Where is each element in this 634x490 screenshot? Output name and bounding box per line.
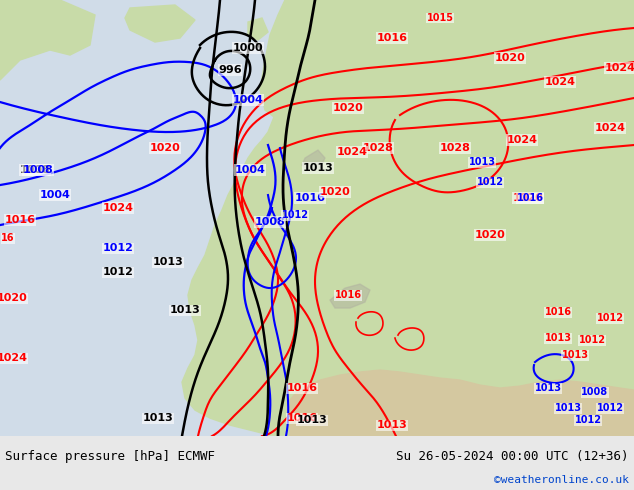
Text: 1008: 1008: [20, 165, 50, 175]
Text: 1024: 1024: [0, 353, 27, 363]
Text: 1024: 1024: [507, 135, 538, 145]
Text: Surface pressure [hPa] ECMWF: Surface pressure [hPa] ECMWF: [5, 449, 215, 463]
Text: 1016: 1016: [335, 290, 361, 300]
Text: 1020: 1020: [333, 103, 363, 113]
Text: 1020: 1020: [495, 53, 526, 63]
Text: 996: 996: [218, 65, 242, 75]
Text: 1016: 1016: [287, 383, 318, 393]
Text: 1016: 1016: [295, 193, 325, 203]
Text: 1024: 1024: [604, 63, 634, 73]
Text: 1000: 1000: [233, 43, 263, 53]
Text: 1024: 1024: [103, 203, 134, 213]
Text: 1008: 1008: [255, 217, 285, 227]
Polygon shape: [125, 5, 195, 42]
Text: 1020: 1020: [150, 143, 181, 153]
Text: 1013: 1013: [469, 157, 496, 167]
Text: 1004: 1004: [233, 95, 264, 105]
Text: ©weatheronline.co.uk: ©weatheronline.co.uk: [494, 475, 629, 485]
Polygon shape: [330, 284, 370, 308]
Text: 1012: 1012: [281, 210, 309, 220]
Text: 1004: 1004: [235, 165, 266, 175]
Text: 1020: 1020: [475, 230, 505, 240]
Polygon shape: [248, 18, 268, 40]
Text: 1012: 1012: [597, 403, 623, 413]
Text: 1016: 1016: [4, 215, 36, 225]
Text: 1012: 1012: [103, 243, 133, 253]
Text: 1013: 1013: [297, 415, 327, 425]
Polygon shape: [290, 370, 634, 436]
Text: 1008: 1008: [581, 387, 609, 397]
Text: 1016: 1016: [287, 413, 318, 423]
Text: 1020: 1020: [0, 293, 27, 303]
Polygon shape: [0, 0, 95, 80]
Text: 1015: 1015: [427, 13, 453, 23]
Text: 1016: 1016: [517, 193, 543, 203]
Text: 1013: 1013: [555, 403, 581, 413]
Text: 1004: 1004: [39, 190, 70, 200]
Text: 1008: 1008: [23, 165, 53, 175]
Text: 1020: 1020: [320, 187, 351, 197]
Text: 1013: 1013: [153, 257, 183, 267]
Text: 16: 16: [1, 233, 15, 243]
Polygon shape: [288, 140, 328, 195]
Text: 1013: 1013: [143, 413, 173, 423]
Text: 1013: 1013: [302, 163, 333, 173]
Polygon shape: [302, 150, 325, 170]
Text: 1012: 1012: [477, 177, 503, 187]
Text: 1024: 1024: [595, 123, 626, 133]
Polygon shape: [300, 0, 385, 90]
Text: 1013: 1013: [170, 305, 200, 315]
Text: 1013: 1013: [545, 333, 571, 343]
Text: 1012: 1012: [578, 335, 605, 345]
Polygon shape: [275, 158, 295, 188]
Text: 1012: 1012: [574, 415, 602, 425]
Text: 1012: 1012: [597, 313, 623, 323]
Text: 1016: 1016: [377, 33, 408, 43]
Text: 1013: 1013: [562, 350, 588, 360]
Polygon shape: [310, 272, 448, 362]
Text: 1028: 1028: [439, 143, 470, 153]
Polygon shape: [260, 0, 320, 120]
Text: 1013: 1013: [377, 420, 408, 430]
Text: Su 26-05-2024 00:00 UTC (12+36): Su 26-05-2024 00:00 UTC (12+36): [396, 449, 629, 463]
Text: 1016: 1016: [545, 307, 571, 317]
Polygon shape: [182, 0, 634, 436]
Text: 1012: 1012: [103, 267, 133, 277]
Text: 1024: 1024: [337, 147, 368, 157]
Text: 1020: 1020: [513, 193, 543, 203]
Text: 1024: 1024: [545, 77, 576, 87]
Text: 1028: 1028: [363, 143, 394, 153]
Text: 1013: 1013: [534, 383, 562, 393]
Polygon shape: [298, 128, 322, 148]
